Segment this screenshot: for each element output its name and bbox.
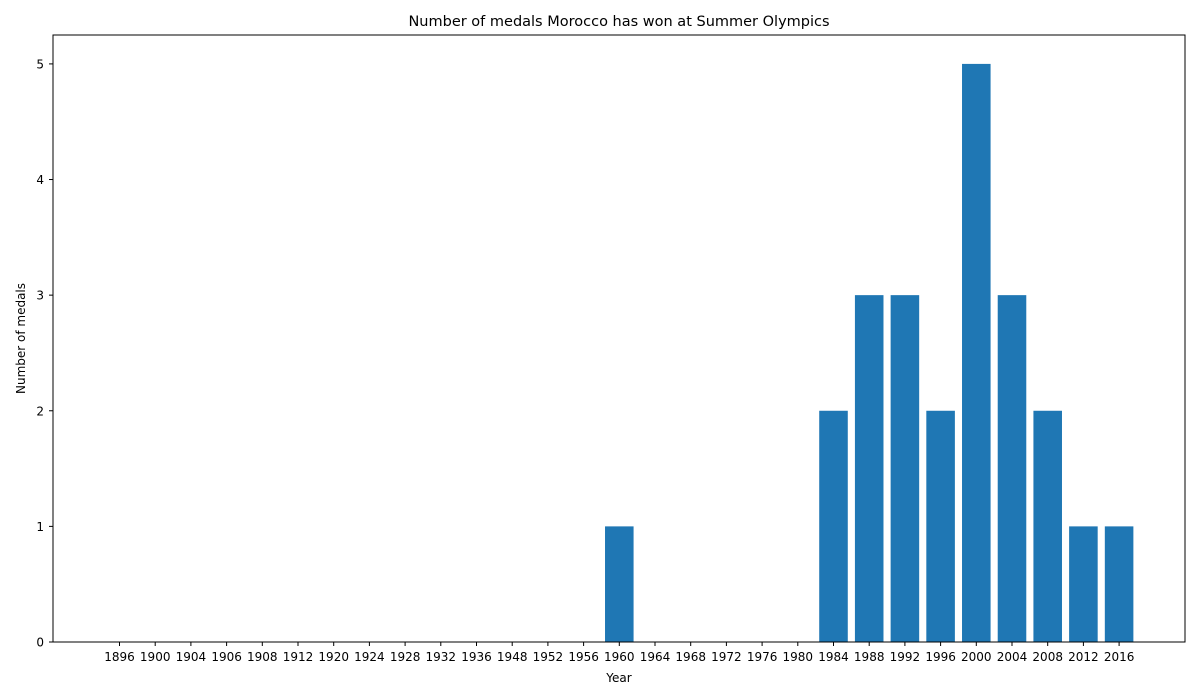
x-tick-label-1920: 1920 (318, 650, 349, 664)
x-tick-label-1948: 1948 (497, 650, 528, 664)
x-tick-label-1912: 1912 (283, 650, 314, 664)
x-tick-label-1908: 1908 (247, 650, 278, 664)
x-tick-label-1952: 1952 (533, 650, 564, 664)
x-tick-label-1984: 1984 (818, 650, 849, 664)
y-tick-label-2: 2 (36, 404, 44, 418)
x-tick-label-2008: 2008 (1032, 650, 1063, 664)
bar-1996 (926, 410, 955, 642)
x-tick-label-1964: 1964 (640, 650, 671, 664)
x-tick-label-2012: 2012 (1068, 650, 1099, 664)
y-tick-label-4: 4 (36, 173, 44, 187)
y-axis-label: Number of medals (14, 283, 28, 394)
x-tick-label-1980: 1980 (783, 650, 814, 664)
y-tick-label-1: 1 (36, 520, 44, 534)
x-tick-label-1904: 1904 (176, 650, 207, 664)
y-tick-label-3: 3 (36, 289, 44, 303)
x-tick-label-1900: 1900 (140, 650, 171, 664)
chart-title: Number of medals Morocco has won at Summ… (408, 14, 829, 30)
x-tick-label-2004: 2004 (997, 650, 1028, 664)
x-tick-label-1956: 1956 (568, 650, 599, 664)
bar-1992 (890, 295, 920, 642)
x-tick-label-1932: 1932 (426, 650, 457, 664)
bar-2008 (1033, 410, 1062, 642)
bar-2016 (1104, 526, 1134, 642)
y-tick-label-5: 5 (36, 57, 44, 71)
x-tick-label-1972: 1972 (711, 650, 742, 664)
bars-group (605, 63, 1134, 642)
x-tick-label-1976: 1976 (747, 650, 778, 664)
x-tick-label-1936: 1936 (461, 650, 492, 664)
y-axis-ticks: 0 1 2 3 4 5 (36, 57, 53, 650)
bar-1984 (819, 410, 848, 642)
x-tick-label-1896: 1896 (104, 650, 135, 664)
x-tick-label-1960: 1960 (604, 650, 635, 664)
bar-2000 (962, 63, 991, 642)
bar-1960 (605, 526, 634, 642)
x-tick-label-1996: 1996 (925, 650, 956, 664)
x-tick-label-1988: 1988 (854, 650, 885, 664)
x-tick-label-1992: 1992 (890, 650, 921, 664)
bar-2004 (997, 295, 1027, 642)
x-tick-label-1928: 1928 (390, 650, 421, 664)
x-tick-label-2016: 2016 (1104, 650, 1135, 664)
y-tick-label-0: 0 (36, 636, 44, 650)
x-tick-label-1924: 1924 (354, 650, 385, 664)
x-axis-ticks: 1896 1900 1904 1906 1908 1912 1920 1924 1928 1932… (104, 642, 1134, 664)
x-tick-label-1968: 1968 (675, 650, 706, 664)
x-axis-label: Year (605, 671, 631, 685)
bar-1988 (854, 295, 884, 642)
plot-area-frame (52, 34, 1186, 643)
x-tick-label-2000: 2000 (961, 650, 992, 664)
x-tick-label-1906: 1906 (211, 650, 242, 664)
bar-2012 (1069, 526, 1098, 642)
